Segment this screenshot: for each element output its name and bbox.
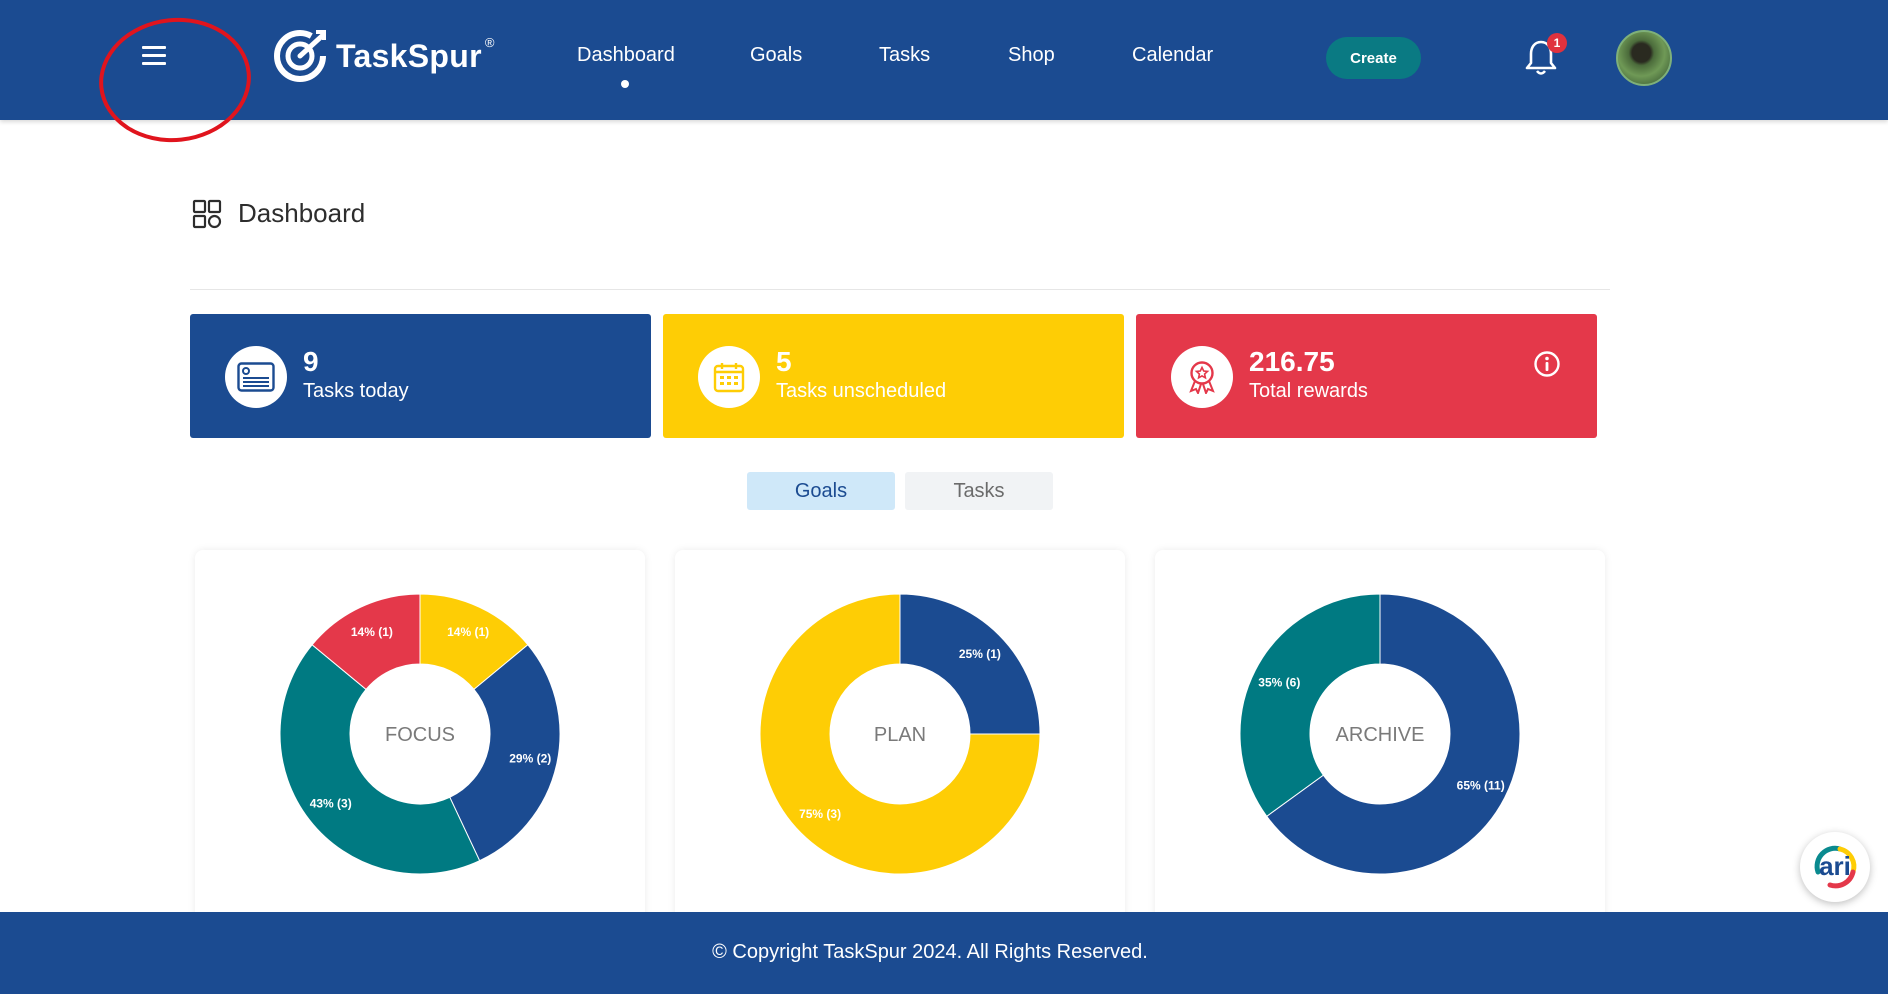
stat-label: Total rewards	[1249, 380, 1368, 402]
nav-tasks[interactable]: Tasks	[879, 44, 931, 66]
ari-label: ari	[1819, 851, 1851, 881]
create-button[interactable]: Create	[1326, 37, 1421, 79]
pie-slice[interactable]	[279, 644, 481, 875]
card-icon	[237, 362, 275, 392]
slice-label: 25% (1)	[959, 647, 1001, 661]
slice-label: 35% (6)	[1258, 676, 1300, 690]
ari-logo-icon	[1814, 845, 1857, 889]
notification-badge: 1	[1547, 33, 1567, 53]
brand-name: TaskSpur	[336, 37, 482, 74]
pie-slice[interactable]	[1239, 593, 1381, 817]
pie-slice[interactable]	[759, 593, 1041, 875]
pie-slice[interactable]	[899, 593, 1041, 735]
pie-slice[interactable]	[449, 644, 561, 862]
tab-tasks[interactable]: Tasks	[905, 472, 1053, 510]
stat-label: Tasks unscheduled	[776, 380, 947, 402]
footer: © Copyright TaskSpur 2024. All Rights Re…	[0, 912, 1888, 994]
stat-card-tasks-unscheduled[interactable]: 5 Tasks unscheduled	[663, 314, 1124, 438]
annotation-circle	[92, 10, 258, 150]
nav-shop[interactable]: Shop	[1008, 44, 1055, 66]
registered-mark: ®	[484, 34, 495, 50]
archive-donut-chart: 65% (11) 35% (6) ARCHIVE	[1239, 593, 1521, 875]
stat-card-tasks-today[interactable]: 9 Tasks today	[190, 314, 651, 438]
slice-label: 65% (11)	[1457, 778, 1505, 792]
active-nav-indicator	[621, 80, 629, 88]
stat-value: 216.75	[1249, 346, 1335, 377]
tab-goals[interactable]: Goals	[747, 472, 895, 510]
taskspur-logo-icon	[274, 30, 326, 82]
plan-donut-chart: 25% (1) 75% (3) PLAN	[759, 593, 1041, 875]
page-title-text: Dashboard	[238, 198, 366, 228]
slice-label: 14% (1)	[447, 625, 489, 639]
slice-label: 14% (1)	[351, 625, 393, 639]
chart-card-focus: 14% (1) 29% (2) 43% (3) 14% (1) FOCUS	[195, 550, 645, 930]
top-navbar: TaskSpur ® Dashboard Goals Tasks Shop Ca…	[0, 0, 1888, 150]
ari-assistant-button[interactable]: ari	[1800, 832, 1870, 902]
stat-label: Tasks today	[303, 380, 409, 402]
chart-card-plan: 25% (1) 75% (3) PLAN	[675, 550, 1125, 930]
user-avatar[interactable]	[1616, 30, 1672, 86]
brand-logo[interactable]: TaskSpur ®	[272, 28, 494, 84]
slice-label: 43% (3)	[310, 796, 352, 810]
nav-calendar[interactable]: Calendar	[1132, 44, 1214, 66]
chart-card-archive: 65% (11) 35% (6) ARCHIVE	[1155, 550, 1605, 930]
chart-center-label: ARCHIVE	[1336, 724, 1425, 746]
focus-donut-chart: 14% (1) 29% (2) 43% (3) 14% (1) FOCUS	[279, 593, 561, 875]
nav-dashboard[interactable]: Dashboard	[577, 44, 675, 66]
chart-center-label: PLAN	[874, 724, 926, 746]
pie-slice[interactable]	[311, 593, 421, 691]
title-divider	[190, 289, 1610, 290]
slice-label: 75% (3)	[799, 807, 841, 821]
hamburger-menu-icon[interactable]	[140, 46, 170, 70]
stat-card-total-rewards[interactable]: 216.75 Total rewards	[1136, 314, 1597, 438]
copyright-text: © Copyright TaskSpur 2024. All Rights Re…	[712, 941, 1148, 963]
stat-value: 5	[776, 346, 792, 377]
grid-icon	[192, 199, 222, 228]
stat-value: 9	[303, 346, 319, 377]
info-icon[interactable]	[1533, 350, 1561, 378]
page-title: Dashboard	[192, 198, 365, 229]
pie-slice[interactable]	[1266, 593, 1521, 875]
nav-goals[interactable]: Goals	[750, 44, 803, 66]
calendar-icon	[713, 363, 745, 393]
slice-label: 29% (2)	[509, 752, 551, 766]
chart-center-label: FOCUS	[385, 724, 455, 746]
award-icon	[1189, 361, 1215, 394]
